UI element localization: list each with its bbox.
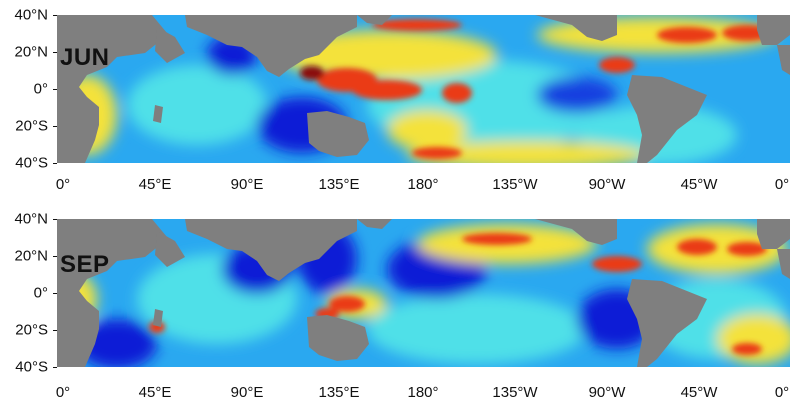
- lon-label-135e: 135°E: [318, 176, 360, 193]
- madagascar-landmass: [153, 309, 163, 327]
- lon-label-90w: 90°W: [588, 176, 626, 193]
- lon-label-180: 180°: [407, 384, 439, 401]
- lat-label-40s: 40°S: [15, 358, 48, 376]
- lat-label-40n: 40°N: [14, 210, 48, 228]
- lat-label-40s: 40°S: [15, 154, 48, 172]
- lon-label-135e: 135°E: [318, 384, 360, 401]
- lon-label-45e: 45°E: [138, 384, 172, 401]
- south-america-landmass: [627, 279, 707, 367]
- lat-label-0: 0°: [33, 284, 48, 302]
- lat-label-20s: 20°S: [15, 117, 48, 135]
- africa-landmass: [57, 15, 167, 163]
- north-america-landmass: [535, 15, 617, 41]
- lat-tick: [53, 89, 57, 90]
- map-panel-jun: JUN 40°N 20°N 0° 20°S 40°S 0° 45°E 90°E …: [0, 0, 800, 206]
- arabia-landmass: [155, 27, 185, 63]
- lat-label-20s: 20°S: [15, 321, 48, 339]
- lon-label-0-end: 0°: [774, 384, 790, 401]
- south-america-landmass: [627, 75, 707, 163]
- lat-tick: [53, 330, 57, 331]
- month-label-jun: JUN: [60, 44, 110, 71]
- lat-label-0: 0°: [33, 80, 48, 98]
- lat-tick: [53, 256, 57, 257]
- land-masses-sep: [57, 219, 790, 367]
- lat-label-40n: 40°N: [14, 6, 48, 24]
- asia-landmass: [185, 219, 357, 281]
- ocean-anomaly-hotspots-sep: [149, 233, 767, 355]
- map-panel-sep: SEP 40°N 20°N 0° 20°S 40°S 0° 45°E 90°E …: [0, 206, 800, 419]
- lat-tick: [53, 163, 57, 164]
- japan-landmass: [357, 219, 392, 229]
- africa-landmass: [57, 219, 167, 367]
- lon-label-0: 0°: [55, 384, 71, 401]
- lat-tick: [53, 126, 57, 127]
- asia-landmass: [185, 15, 357, 77]
- north-america-landmass: [535, 219, 617, 245]
- lon-label-90w: 90°W: [588, 384, 626, 401]
- europe-africa-landmass: [757, 15, 790, 45]
- ocean-field-sep: [57, 219, 790, 367]
- lon-label-135w: 135°W: [492, 384, 538, 401]
- lon-label-180: 180°: [407, 176, 439, 193]
- west-africa-landmass: [777, 249, 790, 279]
- lat-tick: [53, 15, 57, 16]
- land-masses-jun: [57, 15, 790, 163]
- lat-tick: [53, 367, 57, 368]
- map-area-jun: [57, 15, 790, 163]
- arabia-landmass: [155, 231, 185, 267]
- lat-label-20n: 20°N: [14, 247, 48, 265]
- madagascar-landmass: [153, 105, 163, 123]
- map-area-sep: [57, 219, 790, 367]
- lon-label-45w: 45°W: [680, 176, 718, 193]
- lat-label-20n: 20°N: [14, 43, 48, 61]
- lon-label-45e: 45°E: [138, 176, 172, 193]
- lat-tick: [53, 52, 57, 53]
- west-africa-landmass: [777, 45, 790, 75]
- australia-landmass: [307, 111, 369, 157]
- lon-label-0: 0°: [55, 176, 71, 193]
- australia-landmass: [307, 315, 369, 361]
- lon-label-90e: 90°E: [230, 176, 264, 193]
- lat-tick: [53, 219, 57, 220]
- lon-label-45w: 45°W: [680, 384, 718, 401]
- japan-landmass: [357, 15, 392, 25]
- ocean-field-jun: [57, 15, 790, 163]
- europe-africa-landmass: [757, 219, 790, 249]
- month-label-sep: SEP: [60, 251, 110, 278]
- lon-label-0-end: 0°: [774, 176, 790, 193]
- lat-tick: [53, 293, 57, 294]
- lon-label-135w: 135°W: [492, 176, 538, 193]
- lon-label-90e: 90°E: [230, 384, 264, 401]
